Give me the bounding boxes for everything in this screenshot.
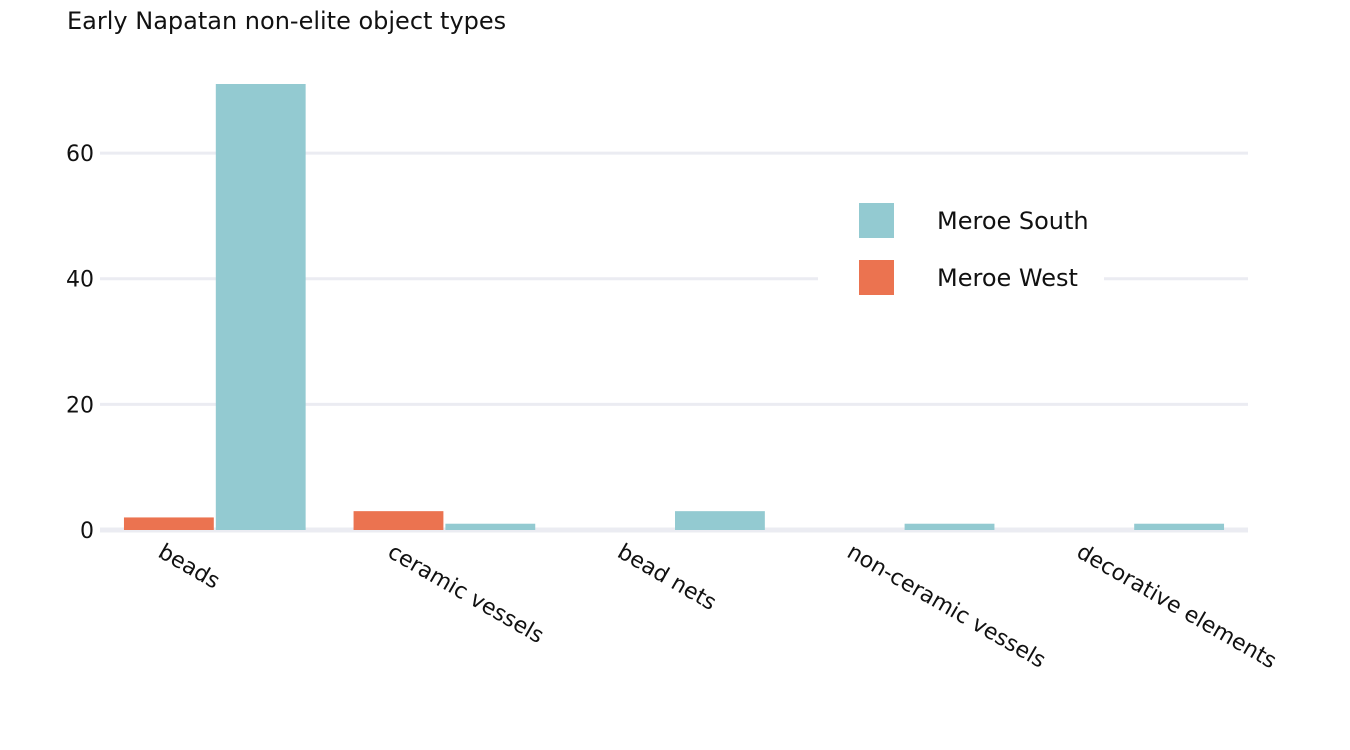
bar-meroe-west-ceramic-vessels[interactable] xyxy=(353,511,444,530)
legend-swatch[interactable] xyxy=(859,203,894,238)
y-axis: 0 20 40 60 xyxy=(66,142,94,544)
legend-swatch[interactable] xyxy=(859,260,894,295)
bar-meroe-south-ceramic-vessels[interactable] xyxy=(445,523,536,530)
bar-meroe-south-decorative-elements[interactable] xyxy=(1134,523,1225,530)
bar-meroe-south-non-ceramic-vessels[interactable] xyxy=(904,523,995,530)
y-tick-label: 20 xyxy=(66,393,94,418)
bars xyxy=(123,84,1225,530)
y-tick-label: 60 xyxy=(66,142,94,167)
bar-meroe-south-bead-nets[interactable] xyxy=(675,511,765,530)
legend-label[interactable]: Meroe South xyxy=(937,207,1089,235)
x-tick-label: bead nets xyxy=(613,540,720,616)
x-tick-label: decorative elements xyxy=(1072,540,1280,675)
x-tick-label: ceramic vessels xyxy=(383,540,547,649)
legend[interactable]: Meroe South Meroe West xyxy=(818,185,1104,310)
bar-meroe-west-beads[interactable] xyxy=(123,517,214,530)
bar-meroe-south-beads[interactable] xyxy=(215,84,306,530)
x-tick-label: beads xyxy=(154,540,224,595)
x-tick-label: non-ceramic vessels xyxy=(843,540,1050,674)
x-axis: beads ceramic vessels bead nets non-ceramic… xyxy=(154,540,1281,675)
legend-label[interactable]: Meroe West xyxy=(937,264,1078,292)
y-tick-label: 40 xyxy=(66,268,94,293)
chart-title: Early Napatan non-elite object types xyxy=(67,7,507,35)
y-tick-label: 0 xyxy=(80,519,94,544)
